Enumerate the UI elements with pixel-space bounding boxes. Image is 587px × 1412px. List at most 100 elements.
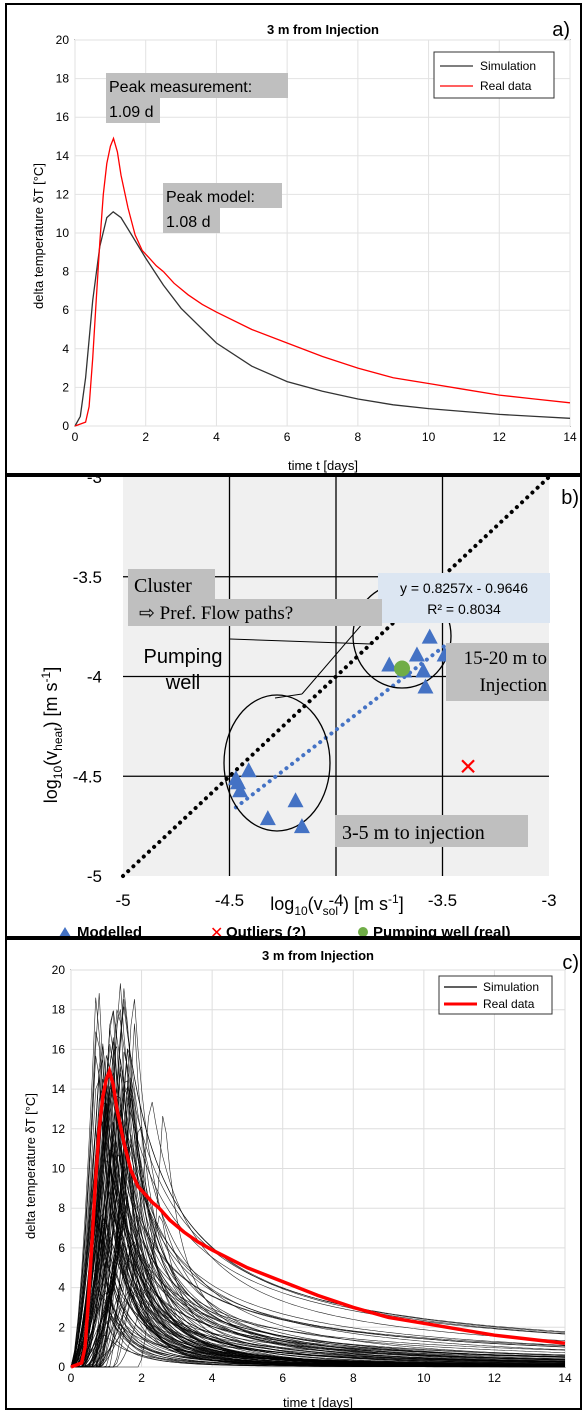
point-modelled xyxy=(421,628,438,644)
simulation-run-line xyxy=(71,1237,565,1368)
annotation-peak-measurement-value: 1.09 d xyxy=(109,104,153,121)
panel-letter-c: c) xyxy=(562,952,579,974)
pumping-well-label-2: well xyxy=(165,672,200,694)
y-tick-label-b: -3 xyxy=(87,477,102,487)
x-axis-label-a: time t [days] xyxy=(288,458,358,473)
x-tick-label-a: 0 xyxy=(72,430,79,444)
y-tick-label-c: 6 xyxy=(58,1241,65,1255)
y-tick-label-b: -4.5 xyxy=(73,767,102,786)
y-axis-label-b: log10(vheat) [m s-1] xyxy=(39,667,65,803)
panel-c: c) 3 m from Injection time t [days] delt… xyxy=(5,938,582,1410)
simulation-run-line xyxy=(70,1161,565,1368)
y-tick-label-c: 16 xyxy=(52,1042,66,1056)
x-tick-label-b: -5 xyxy=(115,891,130,910)
y-tick-label-a: 4 xyxy=(62,342,69,356)
point-modelled xyxy=(230,774,247,790)
y-tick-label-c: 2 xyxy=(58,1320,65,1334)
far-annotation: 15-20 m to Injection xyxy=(446,643,549,701)
legend-marker-outliers: ✕ xyxy=(210,925,223,938)
y-tick-label-b: -4 xyxy=(87,668,102,687)
trend-equation: y = 0.8257x - 0.9646 xyxy=(400,580,528,596)
legend-marker-modelled xyxy=(59,927,71,936)
annotation-peak-measurement-label: Peak measurement: xyxy=(109,79,252,96)
legend-label-real-data-c: Real data xyxy=(483,997,535,1011)
tick-labels-c: 0 2 4 6 8 10 12 14 0 2 4 6 8 10 12 14 16 18 20 xyxy=(52,963,572,1385)
cluster-annotation: Cluster ⇨ Pref. Flow paths? xyxy=(128,569,382,626)
cluster-sub-label: ⇨ Pref. Flow paths? xyxy=(139,603,293,624)
point-pumping-well xyxy=(394,660,411,677)
simulation-run-line xyxy=(71,999,566,1368)
legend-b: Modelled ✕ Outliers (?) Pumping well (re… xyxy=(59,924,511,938)
simulation-run-line xyxy=(70,1079,565,1368)
pumping-pointer xyxy=(229,638,372,645)
simulation-run-line xyxy=(71,1048,566,1368)
simulation-ensemble-c xyxy=(70,983,566,1368)
simulation-run-line xyxy=(71,1072,566,1368)
x-tick-label-a: 2 xyxy=(142,430,149,444)
trend-r2: R² = 0.8034 xyxy=(427,601,501,617)
legend-label-outliers: Outliers (?) xyxy=(226,924,306,938)
one-to-one-line xyxy=(121,477,551,878)
y-tick-label-a: 16 xyxy=(56,110,70,124)
cluster-pointer-near xyxy=(274,693,303,699)
x-tick-label-a: 4 xyxy=(213,430,220,444)
x-tick-label-b: -3.5 xyxy=(428,891,457,910)
y-tick-label-a: 20 xyxy=(56,33,70,47)
near-label: 3-5 m to injection xyxy=(342,822,485,844)
y-tick-label-c: 10 xyxy=(52,1162,66,1176)
x-tick-label-c: 14 xyxy=(558,1371,572,1385)
series-line-real-data-c xyxy=(70,1065,566,1369)
cluster-circle-near xyxy=(223,694,331,832)
point-modelled xyxy=(381,656,398,672)
tick-labels-a: 0 2 4 6 8 10 12 14 0 2 4 6 8 10 12 14 16 18 20 xyxy=(56,33,577,444)
legend-label-pumping: Pumping well (real) xyxy=(373,924,511,938)
simulation-run-line xyxy=(71,1027,565,1368)
simulation-run-line xyxy=(71,1219,566,1368)
y-tick-label-a: 18 xyxy=(56,72,70,86)
simulation-run-line xyxy=(70,1072,565,1368)
series-line-real-data-a xyxy=(74,136,571,427)
legend-marker-pumping xyxy=(358,927,368,936)
series-line-simulation-a xyxy=(74,210,571,427)
x-tick-label-c: 4 xyxy=(209,1371,216,1385)
x-tick-label-a: 14 xyxy=(563,430,577,444)
panel-a: a) 3 m from Injection time t [days] delt… xyxy=(5,3,582,475)
x-tick-label-a: 10 xyxy=(422,430,436,444)
y-tick-label-a: 12 xyxy=(56,187,70,201)
y-tick-label-c: 18 xyxy=(52,1003,66,1017)
y-tick-label-c: 20 xyxy=(52,963,66,977)
x-tick-label-a: 12 xyxy=(493,430,507,444)
chart-a: a) 3 m from Injection time t [days] delt… xyxy=(31,19,577,473)
y-tick-label-c: 12 xyxy=(52,1122,66,1136)
x-tick-label-c: 0 xyxy=(68,1371,75,1385)
chart-b: b) -5 -4.5 -4 -3.5 -3 -5 -4.5 -4 -3.5 -3 y = 0.82… xyxy=(39,477,579,938)
pumping-well-label-1: Pumping xyxy=(144,646,223,668)
y-tick-label-c: 8 xyxy=(58,1201,65,1215)
x-tick-label-b: -3 xyxy=(541,891,556,910)
point-modelled xyxy=(293,818,310,834)
y-tick-label-a: 2 xyxy=(62,380,69,394)
simulation-run-line xyxy=(70,1010,566,1368)
near-annotation: 3-5 m to injection xyxy=(335,815,528,847)
panel-letter-a: a) xyxy=(552,19,570,41)
legend-label-modelled: Modelled xyxy=(77,924,142,938)
legend-label-simulation-c: Simulation xyxy=(483,980,539,994)
x-axis-label-b: log10(vsol ) [m s-1] xyxy=(270,892,403,918)
simulation-run-line xyxy=(70,1046,566,1368)
far-label-1: 15-20 m to xyxy=(464,648,547,669)
annotation-peak-model: Peak model: 1.08 d xyxy=(163,183,282,233)
chart-c: c) 3 m from Injection time t [days] delt… xyxy=(23,948,579,1408)
x-tick-label-a: 8 xyxy=(355,430,362,444)
far-label-2: Injection xyxy=(479,675,547,696)
annotation-peak-model-value: 1.08 d xyxy=(166,214,210,231)
simulation-run-line xyxy=(71,1101,566,1368)
real-data-line-c xyxy=(70,1065,566,1369)
simulation-run-line xyxy=(71,1049,566,1368)
y-axis-label-a: delta temperature δT [°C] xyxy=(31,163,46,309)
annotation-peak-measurement: Peak measurement: 1.09 d xyxy=(106,73,288,123)
x-tick-label-c: 2 xyxy=(138,1371,145,1385)
point-modelled xyxy=(408,646,425,662)
legend-c: Simulation Real data xyxy=(438,975,553,1015)
point-modelled xyxy=(287,792,304,808)
x-tick-label-b: -4.5 xyxy=(215,891,244,910)
